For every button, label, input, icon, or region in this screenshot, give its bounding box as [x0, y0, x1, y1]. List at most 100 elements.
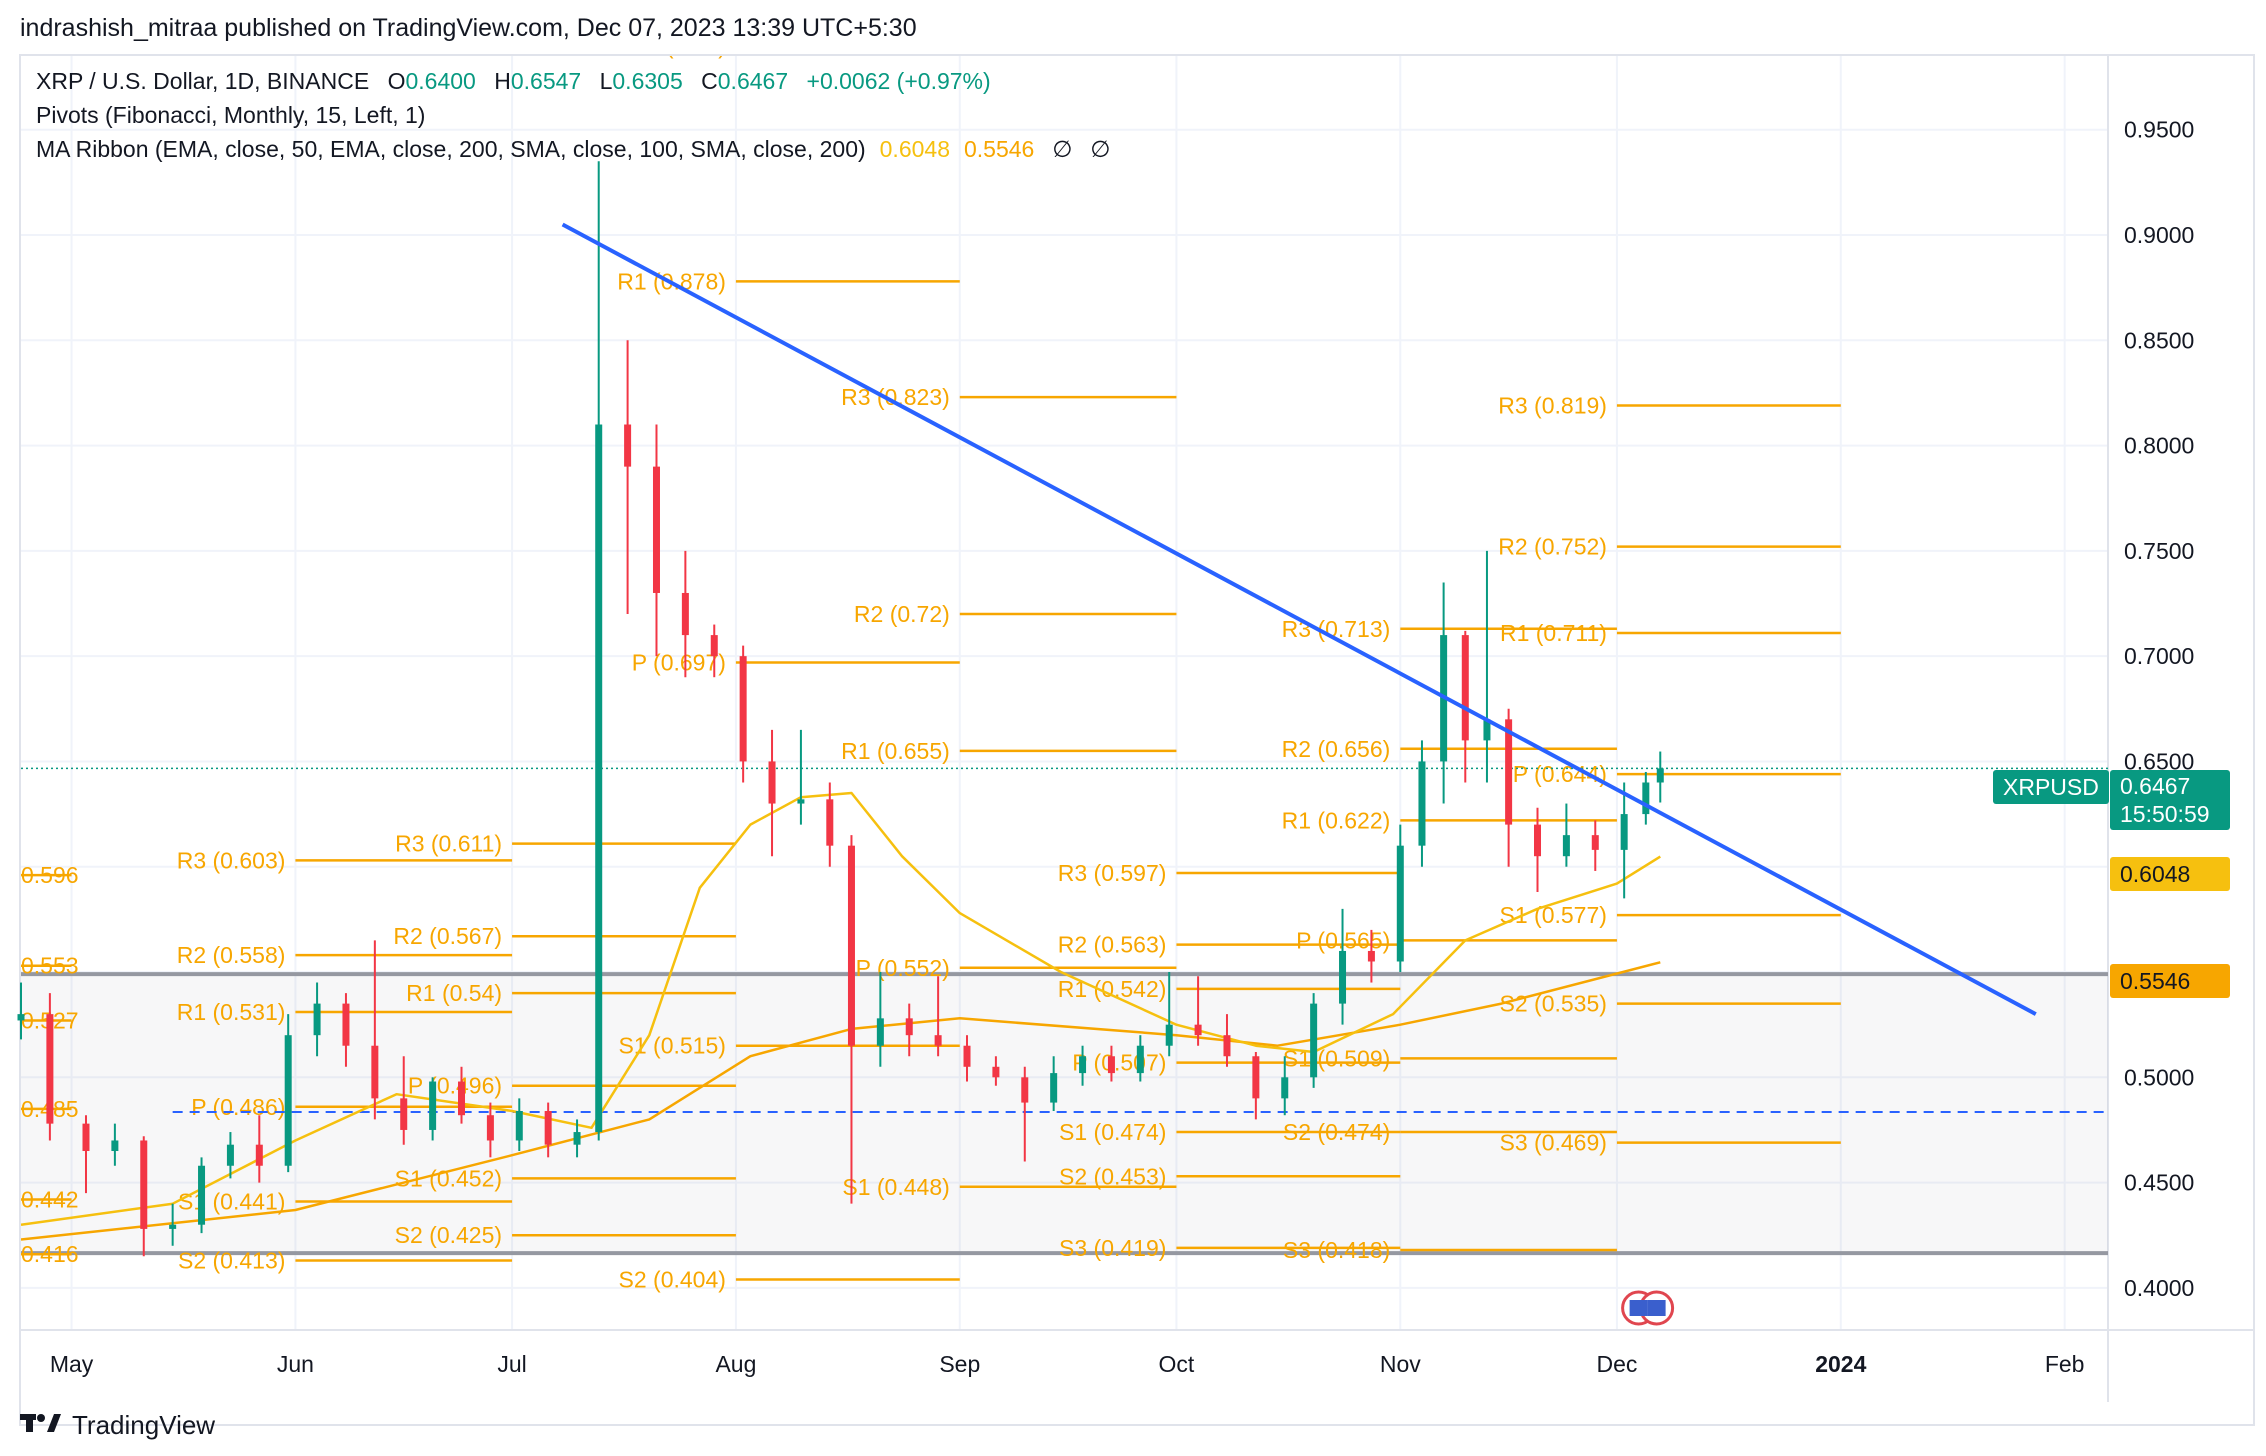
last-price-value: 0.6467 — [2120, 773, 2191, 799]
symbol-title: XRP / U.S. Dollar, 1D, BINANCE — [36, 68, 370, 94]
candle-body — [739, 656, 747, 762]
x-tick-label: Jun — [277, 1351, 314, 1377]
pivot-label: S1 (0.452) — [395, 1165, 502, 1191]
candle-body — [768, 761, 776, 804]
y-tick-label: 0.8000 — [2124, 433, 2194, 459]
pivot-label: S2 (0.425) — [395, 1222, 502, 1248]
high-key: H — [494, 68, 511, 94]
symbol-legend[interactable]: XRP / U.S. Dollar, 1D, BINANCE O0.6400 H… — [36, 68, 995, 95]
pivot-label: S1 (0.448) — [842, 1174, 949, 1200]
candle-body — [198, 1165, 206, 1225]
pivot-label: S2 (0.474) — [1283, 1119, 1390, 1145]
candle-body — [1483, 719, 1491, 741]
change-value: +0.0062 (+0.97%) — [806, 68, 991, 94]
ma1-value: 0.6048 — [879, 136, 950, 162]
pivot-label: R2 (0.72) — [854, 601, 950, 627]
pivot-label: R2 (0.752) — [1498, 534, 1607, 560]
pivot-label: R2 (0.99) — [630, 32, 726, 58]
symbol-price-tag: XRPUSD — [1993, 770, 2109, 804]
candle-body — [963, 1045, 971, 1067]
candle-body — [710, 635, 718, 657]
pivot-label: S3 (0.418) — [1283, 1237, 1390, 1263]
y-tick-label: 0.5000 — [2124, 1064, 2194, 1090]
candle-body — [1534, 824, 1542, 857]
pivot-label: 0.596 — [21, 862, 79, 888]
descending-trendline — [561, 222, 2037, 1016]
candle-body — [573, 1132, 581, 1145]
x-tick-label: Nov — [1380, 1351, 1421, 1377]
candle-body — [797, 799, 805, 804]
pivot-label: R3 (0.597) — [1058, 860, 1167, 886]
candle-body — [1505, 719, 1513, 825]
ma2-value: 0.5546 — [964, 136, 1035, 162]
candle-body — [284, 1035, 292, 1166]
pivot-label: R3 (0.819) — [1498, 393, 1607, 419]
candle-body — [371, 1045, 379, 1099]
pivot-label: S2 (0.535) — [1500, 991, 1607, 1017]
pivots-legend[interactable]: Pivots (Fibonacci, Monthly, 15, Left, 1) — [36, 102, 429, 129]
y-tick-label: 0.4000 — [2124, 1275, 2194, 1301]
open-key: O — [387, 68, 406, 94]
candle-body — [82, 1123, 90, 1152]
pivot-label: 0.416 — [21, 1241, 79, 1267]
candle-body — [1223, 1035, 1231, 1057]
candle-body — [1281, 1077, 1289, 1099]
pivot-label: S3 (0.469) — [1500, 1130, 1607, 1156]
pivot-label: P (0.644) — [1513, 761, 1607, 787]
candle-body — [140, 1140, 148, 1229]
pivot-label: R2 (0.563) — [1058, 932, 1167, 958]
pivot-label: S2 (0.413) — [178, 1248, 285, 1274]
candle-body — [1656, 768, 1664, 783]
ma-ribbon-legend[interactable]: MA Ribbon (EMA, close, 50, EMA, close, 2… — [36, 136, 1114, 163]
ma-ribbon-indicator-label: MA Ribbon (EMA, close, 50, EMA, close, 2… — [36, 136, 866, 162]
y-tick-label: 0.7500 — [2124, 538, 2194, 564]
tradingview-brand[interactable]: TradingView — [20, 1410, 215, 1441]
pivot-label: R2 (0.558) — [177, 942, 286, 968]
last-price-tag: 0.6467 15:50:59 — [2110, 770, 2230, 830]
x-tick-label: Aug — [715, 1351, 756, 1377]
pivot-label: S1 (0.515) — [619, 1033, 726, 1059]
candle-body — [1367, 950, 1375, 962]
bar-countdown: 15:50:59 — [2120, 801, 2210, 827]
candle-body — [934, 1035, 942, 1046]
candle-body — [17, 1014, 25, 1021]
x-tick-label: Oct — [1159, 1351, 1195, 1377]
pivot-label: S1 (0.474) — [1059, 1119, 1166, 1145]
candle-body — [1079, 1056, 1087, 1074]
x-tick-label: May — [50, 1351, 94, 1377]
ma3-empty-icon: ∅ — [1052, 136, 1073, 162]
pivot-label: R1 (0.655) — [841, 738, 950, 764]
candle-body — [1418, 761, 1426, 846]
us-event-flag-icon — [1647, 1300, 1666, 1316]
pivot-label: R1 (0.54) — [406, 980, 502, 1006]
candle-body — [544, 1110, 552, 1145]
candle-body — [1136, 1045, 1144, 1074]
candle-body — [111, 1140, 119, 1152]
y-tick-label: 0.7000 — [2124, 643, 2194, 669]
candle-body — [515, 1110, 523, 1141]
pivot-label: S2 (0.404) — [619, 1266, 726, 1292]
pivot-label: P (0.507) — [1072, 1050, 1166, 1076]
pivot-label: P (0.496) — [408, 1073, 502, 1099]
pivot-label: S1 (0.577) — [1500, 902, 1607, 928]
low-value: 0.6305 — [612, 68, 683, 94]
publisher-line: indrashish_mitraa published on TradingVi… — [20, 14, 917, 42]
high-value: 0.6547 — [510, 68, 582, 94]
candle-body — [681, 592, 689, 636]
candle-body — [1252, 1056, 1260, 1099]
ema50-price-tag: 0.6048 — [2110, 857, 2230, 891]
pivot-label: P (0.697) — [632, 649, 726, 675]
pivot-label: R2 (0.656) — [1282, 736, 1391, 762]
candle-body — [486, 1115, 494, 1141]
pivot-label: R3 (0.823) — [841, 384, 950, 410]
candle-body — [992, 1066, 1000, 1078]
ema50-line — [21, 791, 1661, 1226]
candle-body — [905, 1018, 913, 1036]
ma4-empty-icon: ∅ — [1090, 136, 1111, 162]
candle-body — [400, 1098, 408, 1130]
close-key: C — [701, 68, 718, 94]
pivot-label: 0.553 — [21, 953, 79, 979]
x-tick-label: Sep — [939, 1351, 980, 1377]
candle-body — [847, 845, 855, 1046]
